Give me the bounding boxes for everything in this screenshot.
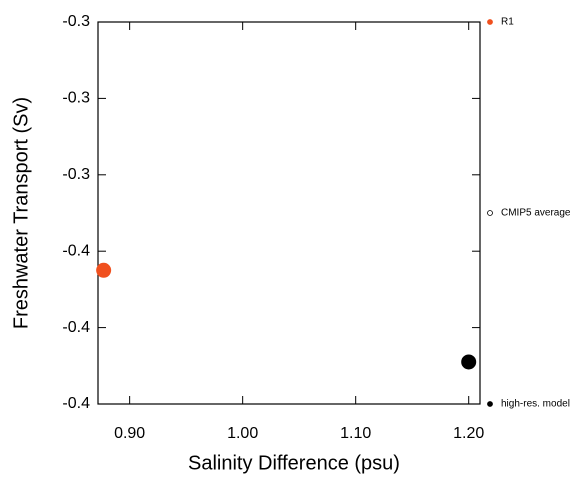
legend-marker: [487, 19, 493, 25]
y-tick-label: -0.4: [62, 242, 90, 259]
legend-label: CMIP5 average: [501, 208, 571, 219]
y-tick-label: -0.4: [62, 395, 90, 412]
legend-label: high-res. model: [501, 399, 570, 410]
x-tick-label: 0.90: [114, 425, 145, 442]
plot-frame: [97, 21, 481, 405]
y-tick-label: -0.3: [62, 166, 90, 183]
point: [96, 262, 112, 278]
point: [461, 354, 477, 370]
x-tick-label: 1.20: [453, 425, 484, 442]
legend-label: R1: [501, 17, 514, 28]
x-tick-label: 1.00: [227, 425, 258, 442]
y-axis-label: Freshwater Transport (Sv): [10, 97, 32, 329]
x-axis-label: Salinity Difference (psu): [188, 452, 400, 474]
y-tick-label: -0.3: [62, 90, 90, 107]
y-tick-label: -0.3: [62, 13, 90, 30]
legend-marker: [487, 210, 493, 216]
y-tick-label: -0.4: [62, 319, 90, 336]
x-tick-label: 1.10: [340, 425, 371, 442]
legend-marker: [487, 401, 493, 407]
